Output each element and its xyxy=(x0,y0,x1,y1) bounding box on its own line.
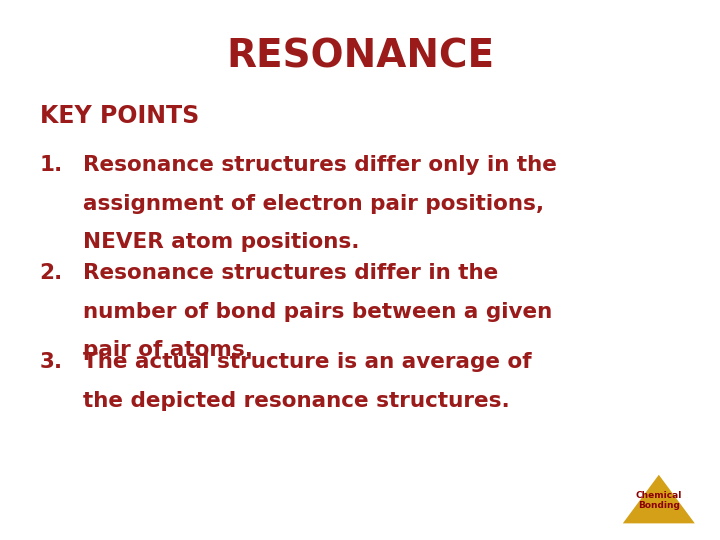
Text: KEY POINTS: KEY POINTS xyxy=(40,104,199,128)
Polygon shape xyxy=(623,475,695,523)
Text: NEVER atom positions.: NEVER atom positions. xyxy=(83,232,359,253)
Text: Resonance structures differ in the: Resonance structures differ in the xyxy=(83,262,498,283)
Text: 3.: 3. xyxy=(40,352,63,372)
Text: Chemical
Bonding: Chemical Bonding xyxy=(636,491,682,510)
Text: number of bond pairs between a given: number of bond pairs between a given xyxy=(83,301,552,322)
Text: the depicted resonance structures.: the depicted resonance structures. xyxy=(83,390,510,411)
Text: 2.: 2. xyxy=(40,262,63,283)
Text: Resonance structures differ only in the: Resonance structures differ only in the xyxy=(83,154,557,175)
Text: assignment of electron pair positions,: assignment of electron pair positions, xyxy=(83,193,544,214)
Text: The actual structure is an average of: The actual structure is an average of xyxy=(83,352,531,372)
Text: 1.: 1. xyxy=(40,154,63,175)
Text: pair of atoms.: pair of atoms. xyxy=(83,340,253,361)
Text: RESONANCE: RESONANCE xyxy=(226,38,494,76)
